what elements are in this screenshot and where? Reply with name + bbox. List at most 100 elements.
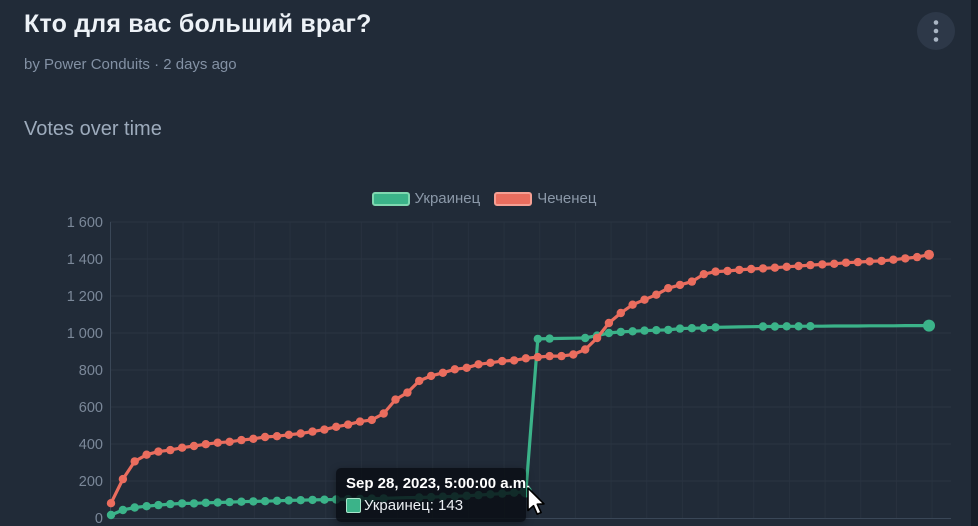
data-point-ukrainets bbox=[213, 498, 222, 507]
tooltip-value: Украинец: 143 bbox=[364, 497, 464, 514]
data-point-ukrainets bbox=[249, 497, 258, 506]
data-point-chechenets bbox=[379, 409, 388, 418]
data-point-chechenets bbox=[628, 300, 637, 309]
data-point-chechenets bbox=[177, 443, 187, 452]
data-point-ukrainets bbox=[675, 324, 685, 333]
data-point-ukrainets bbox=[130, 503, 139, 512]
data-point-chechenets bbox=[296, 429, 305, 438]
data-point-ukrainets bbox=[616, 327, 625, 337]
data-point-chechenets bbox=[664, 284, 673, 293]
data-point-ukrainets bbox=[758, 322, 768, 331]
data-point-ukrainets bbox=[699, 323, 708, 333]
data-point-ukrainets bbox=[806, 322, 815, 331]
data-point-ukrainets bbox=[794, 322, 803, 331]
data-point-chechenets bbox=[652, 290, 661, 299]
data-point-chechenets bbox=[581, 345, 590, 354]
y-axis-label: 600 bbox=[79, 400, 103, 416]
data-point-chechenets bbox=[130, 457, 139, 466]
data-point-chechenets bbox=[853, 257, 863, 267]
data-point-chechenets bbox=[830, 259, 839, 268]
y-axis-label: 1 400 bbox=[67, 252, 103, 268]
data-point-chechenets bbox=[426, 371, 436, 381]
data-point-chechenets bbox=[841, 258, 851, 267]
data-point-ukrainets bbox=[260, 497, 270, 506]
data-point-chechenets bbox=[367, 415, 376, 425]
data-point-ukrainets bbox=[189, 499, 199, 508]
data-point-chechenets bbox=[782, 262, 791, 271]
data-point-ukrainets bbox=[687, 324, 697, 333]
data-point-chechenets bbox=[474, 360, 483, 369]
data-point-ukrainets bbox=[106, 510, 116, 520]
y-axis-label: 200 bbox=[79, 474, 103, 490]
data-point-ukrainets bbox=[166, 499, 175, 509]
data-point-chechenets bbox=[462, 363, 471, 372]
data-point-ukrainets bbox=[272, 496, 282, 505]
legend-item-ukrainets[interactable]: Украинец bbox=[371, 190, 481, 207]
data-point-ukrainets bbox=[604, 328, 614, 338]
data-point-chechenets bbox=[794, 261, 803, 271]
section-heading-votes-over-time: Votes over time bbox=[24, 118, 162, 140]
data-point-ukrainets bbox=[664, 325, 673, 335]
data-point-ukrainets bbox=[581, 333, 590, 343]
data-point-chechenets bbox=[450, 365, 459, 374]
data-point-chechenets bbox=[320, 425, 329, 434]
data-point-ukrainets bbox=[770, 322, 780, 331]
y-axis-labels: 0 200 400 600 800 1 000 1 200 1 400 1 600 bbox=[67, 215, 103, 526]
data-point-chechenets bbox=[154, 447, 163, 456]
data-point-chechenets bbox=[865, 257, 874, 266]
data-point-chechenets bbox=[118, 474, 128, 484]
legend-item-chechenets[interactable]: Чеченец bbox=[494, 190, 596, 207]
data-point-chechenets bbox=[924, 249, 934, 260]
data-point-chechenets bbox=[877, 256, 886, 266]
data-point-chechenets bbox=[509, 356, 519, 365]
kebab-icon bbox=[933, 19, 939, 43]
data-point-ukrainets bbox=[652, 326, 661, 335]
data-point-chechenets bbox=[415, 376, 424, 386]
data-point-chechenets bbox=[747, 264, 756, 274]
y-axis-label: 1 000 bbox=[67, 326, 103, 342]
data-point-chechenets bbox=[201, 440, 210, 449]
data-point-ukrainets bbox=[201, 498, 210, 507]
data-point-chechenets bbox=[284, 430, 293, 439]
data-point-chechenets bbox=[403, 388, 412, 397]
data-point-chechenets bbox=[711, 267, 720, 276]
legend-swatch-ukrainets-icon bbox=[371, 191, 410, 206]
data-point-chechenets bbox=[604, 318, 614, 328]
tooltip-date: Sep 28, 2023, 5:00:00 a.m. bbox=[346, 475, 531, 492]
data-point-chechenets bbox=[770, 263, 780, 272]
data-point-ukrainets bbox=[118, 505, 128, 515]
data-point-chechenets bbox=[699, 270, 708, 279]
legend-label-ukrainets: Украинец bbox=[414, 190, 481, 207]
data-point-ukrainets bbox=[308, 495, 317, 505]
data-point-chechenets bbox=[272, 432, 282, 441]
scrollbar-track[interactable] bbox=[971, 0, 978, 526]
more-options-button[interactable] bbox=[917, 12, 955, 50]
data-point-chechenets bbox=[189, 441, 199, 451]
series-chechenets bbox=[106, 249, 934, 508]
legend-swatch-chechenets-icon bbox=[494, 191, 533, 206]
data-point-chechenets bbox=[391, 395, 400, 404]
data-point-chechenets bbox=[343, 420, 353, 429]
data-point-ukrainets bbox=[782, 322, 791, 331]
data-point-ukrainets bbox=[640, 326, 649, 335]
data-point-chechenets bbox=[486, 358, 495, 367]
tooltip-series-swatch-icon bbox=[346, 498, 361, 513]
data-point-ukrainets bbox=[545, 334, 554, 343]
data-point-chechenets bbox=[569, 350, 578, 359]
chart-tooltip: Sep 28, 2023, 5:00:00 a.m. Украинец: 143 bbox=[336, 468, 531, 522]
data-point-chechenets bbox=[758, 264, 768, 273]
data-point-chechenets bbox=[213, 438, 222, 447]
data-point-chechenets bbox=[355, 417, 365, 426]
data-point-ukrainets bbox=[154, 500, 163, 510]
data-point-chechenets bbox=[106, 499, 116, 508]
data-point-chechenets bbox=[237, 435, 246, 445]
data-point-chechenets bbox=[687, 277, 697, 286]
data-point-chechenets bbox=[166, 445, 175, 455]
data-point-ukrainets bbox=[923, 319, 935, 332]
legend-label-chechenets: Чеченец bbox=[537, 190, 597, 207]
data-point-chechenets bbox=[723, 266, 732, 276]
chart-legend: Украинец Чеченец bbox=[0, 190, 968, 207]
data-point-ukrainets bbox=[177, 499, 187, 508]
